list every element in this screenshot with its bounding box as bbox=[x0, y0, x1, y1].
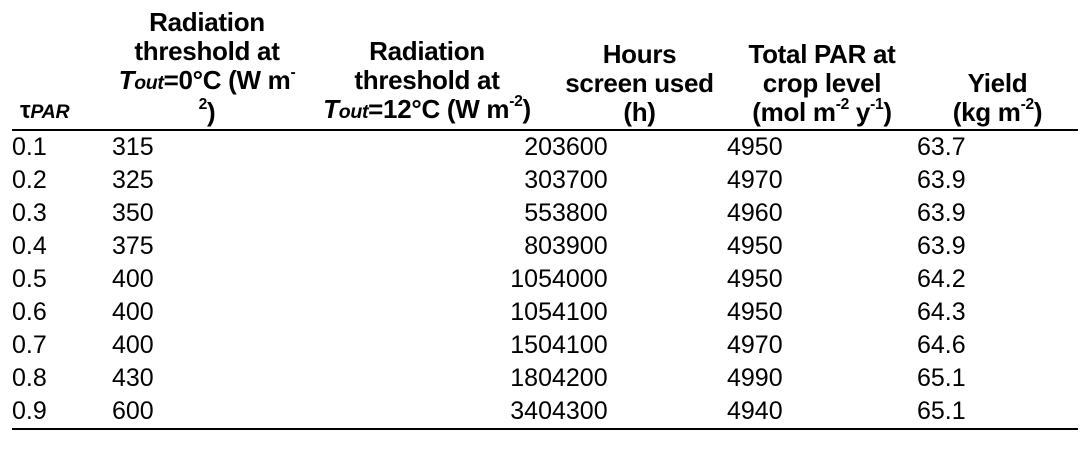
header-yield: Yield (kg m-2) bbox=[917, 4, 1078, 131]
cell-tau: 0.8 bbox=[12, 364, 47, 392]
cell-radiation-0: 400 bbox=[112, 298, 154, 326]
cell-hours: 4200 bbox=[552, 364, 608, 392]
cell-yield: 63.9 bbox=[917, 232, 966, 260]
cell-tau: 0.2 bbox=[12, 166, 47, 194]
cell-yield: 64.2 bbox=[917, 265, 966, 293]
cell-tau: 0.7 bbox=[12, 331, 47, 359]
cell-radiation-12: 340 bbox=[302, 395, 552, 430]
header-line: threshold at bbox=[354, 65, 500, 95]
cell-total-par: 4950 bbox=[727, 265, 783, 293]
header-line: (kg m-2) bbox=[952, 96, 1043, 127]
header-radiation-12: Radiation threshold at Tout=12°C (W m-2) bbox=[302, 4, 552, 131]
cell-radiation-0: 430 bbox=[112, 364, 154, 392]
header-line: threshold at bbox=[134, 36, 280, 66]
header-line: Radiation bbox=[369, 36, 485, 66]
cell-hours: 3900 bbox=[552, 232, 608, 260]
cell-radiation-12: 55 bbox=[524, 199, 552, 227]
header-line: Radiation bbox=[149, 7, 265, 37]
cell-tau: 0.5 bbox=[12, 265, 47, 293]
cell-yield: 63.9 bbox=[917, 166, 966, 194]
cell-radiation-0: 600 bbox=[112, 395, 302, 430]
cell-total-par: 4940 bbox=[727, 395, 917, 430]
table-row: 0.2 325 30 3700 4970 63.9 bbox=[12, 164, 1078, 197]
tau-subscript: PAR bbox=[30, 101, 70, 123]
header-line: Tout=12°C (W m-2) bbox=[323, 93, 531, 124]
cell-radiation-12: 105 bbox=[510, 298, 552, 326]
cell-hours: 4100 bbox=[552, 298, 608, 326]
table-row: 0.8 430 180 4200 4990 65.1 bbox=[12, 362, 1078, 395]
cell-radiation-12: 30 bbox=[524, 166, 552, 194]
cell-total-par: 4950 bbox=[727, 133, 783, 161]
header-line: (h) bbox=[623, 97, 656, 127]
tau-symbol: τ bbox=[20, 97, 31, 124]
cell-total-par: 4970 bbox=[727, 331, 783, 359]
table-row: 0.3 350 55 3800 4960 63.9 bbox=[12, 197, 1078, 230]
header-radiation-0: Radiation threshold at Tout=0°C (W m-2) bbox=[112, 4, 302, 131]
header-row: τPAR Radiation threshold at Tout=0°C (W … bbox=[12, 4, 1078, 131]
table-row: 0.4 375 80 3900 4950 63.9 bbox=[12, 230, 1078, 263]
cell-yield: 63.7 bbox=[917, 133, 966, 161]
cell-radiation-0: 400 bbox=[112, 331, 154, 359]
header-tau: τPAR bbox=[12, 4, 112, 131]
cell-radiation-12: 80 bbox=[524, 232, 552, 260]
results-table: τPAR Radiation threshold at Tout=0°C (W … bbox=[12, 4, 1078, 430]
table-row: 0.6 400 105 4100 4950 64.3 bbox=[12, 296, 1078, 329]
table-row: 0.9 600 340 4300 4940 65.1 bbox=[12, 395, 1078, 430]
cell-yield: 63.9 bbox=[917, 199, 966, 227]
header-line: (mol m-2 y-1) bbox=[752, 96, 892, 127]
header-hours: Hours screen used (h) bbox=[552, 4, 727, 131]
cell-tau: 0.6 bbox=[12, 298, 47, 326]
cell-total-par: 4990 bbox=[727, 364, 783, 392]
cell-radiation-12: 20 bbox=[524, 133, 552, 161]
cell-radiation-12: 180 bbox=[510, 364, 552, 392]
table-body: 0.1 315 20 3600 4950 63.7 0.2 325 30 3700 4970 63.9… bbox=[12, 130, 1078, 430]
table-row: 0.7 400 150 4100 4970 64.6 bbox=[12, 329, 1078, 362]
table-row: 0.1 315 20 3600 4950 63.7 bbox=[12, 130, 1078, 164]
cell-yield: 65.1 bbox=[917, 395, 1078, 430]
header-line: Yield bbox=[967, 68, 1028, 98]
cell-tau: 0.1 bbox=[12, 133, 47, 161]
header-line: Hours bbox=[602, 39, 677, 69]
cell-tau: 0.9 bbox=[12, 395, 112, 430]
header-line: Total PAR at bbox=[748, 39, 896, 69]
header-line: Tout=0°C (W m-2) bbox=[118, 64, 296, 127]
cell-hours: 3800 bbox=[552, 199, 608, 227]
cell-hours: 3700 bbox=[552, 166, 608, 194]
cell-total-par: 4950 bbox=[727, 232, 783, 260]
cell-radiation-0: 325 bbox=[112, 166, 154, 194]
cell-tau: 0.4 bbox=[12, 232, 47, 260]
cell-tau: 0.3 bbox=[12, 199, 47, 227]
cell-total-par: 4960 bbox=[727, 199, 783, 227]
cell-yield: 64.3 bbox=[917, 298, 966, 326]
cell-radiation-12: 150 bbox=[510, 331, 552, 359]
cell-yield: 65.1 bbox=[917, 364, 966, 392]
header-line: crop level bbox=[762, 68, 882, 98]
cell-hours: 4300 bbox=[552, 395, 727, 430]
table-header: τPAR Radiation threshold at Tout=0°C (W … bbox=[12, 4, 1078, 131]
cell-hours: 4000 bbox=[552, 265, 608, 293]
cell-radiation-12: 105 bbox=[510, 265, 552, 293]
cell-radiation-0: 315 bbox=[112, 133, 154, 161]
cell-total-par: 4950 bbox=[727, 298, 783, 326]
header-total-par: Total PAR at crop level (mol m-2 y-1) bbox=[727, 4, 917, 131]
cell-total-par: 4970 bbox=[727, 166, 783, 194]
header-line: screen used bbox=[565, 68, 714, 98]
cell-hours: 4100 bbox=[552, 331, 608, 359]
table-row: 0.5 400 105 4000 4950 64.2 bbox=[12, 263, 1078, 296]
cell-radiation-0: 400 bbox=[112, 265, 154, 293]
cell-radiation-0: 375 bbox=[112, 232, 154, 260]
cell-yield: 64.6 bbox=[917, 331, 966, 359]
cell-hours: 3600 bbox=[552, 133, 608, 161]
cell-radiation-0: 350 bbox=[112, 199, 154, 227]
